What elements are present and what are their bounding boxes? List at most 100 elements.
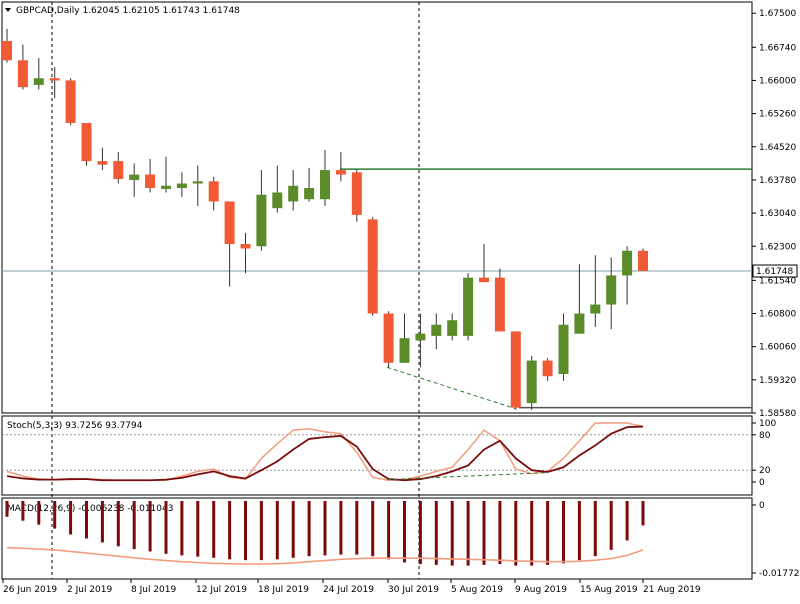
candle-body bbox=[590, 304, 601, 314]
candle-body bbox=[351, 172, 362, 215]
candle-body bbox=[574, 313, 585, 334]
x-tick-label: 21 Aug 2019 bbox=[643, 585, 701, 595]
price-panel bbox=[1, 1, 753, 414]
x-tick-label: 5 Aug 2019 bbox=[451, 585, 503, 595]
macd-title: MACD(12,26,9) -0.006238 -0.011043 bbox=[7, 504, 173, 514]
candle bbox=[304, 167, 315, 202]
candle bbox=[383, 311, 394, 368]
candle bbox=[17, 44, 28, 90]
candle-body bbox=[638, 250, 648, 271]
candle-body bbox=[65, 80, 76, 124]
x-tick-label: 2 Jul 2019 bbox=[67, 585, 112, 595]
stoch-tick-label: 80 bbox=[759, 431, 771, 441]
candle-body bbox=[256, 194, 267, 247]
candle bbox=[590, 255, 601, 327]
candle bbox=[351, 170, 362, 222]
candle bbox=[558, 313, 569, 381]
candle-body bbox=[240, 244, 251, 249]
candle-body bbox=[335, 170, 346, 175]
stoch-tick-label: 100 bbox=[759, 419, 776, 429]
candle bbox=[49, 66, 60, 99]
y-tick-label: 1.60060 bbox=[759, 343, 796, 353]
candle-body bbox=[208, 181, 219, 202]
y-tick-label: 1.66000 bbox=[759, 76, 796, 86]
x-tick-label: 26 Jun 2019 bbox=[3, 585, 57, 595]
x-tick-label: 12 Jul 2019 bbox=[196, 585, 247, 595]
y-tick-label: 1.66740 bbox=[759, 43, 796, 53]
symbol-header: GBPCAD,Daily 1.62045 1.62105 1.61743 1.6… bbox=[16, 6, 240, 16]
y-tick-label: 1.61540 bbox=[759, 276, 796, 286]
candle bbox=[288, 170, 299, 211]
candle bbox=[367, 217, 378, 316]
y-tick-label: 1.62300 bbox=[759, 242, 796, 252]
candle-body bbox=[399, 338, 410, 363]
candle-body bbox=[558, 324, 569, 375]
candle bbox=[2, 28, 12, 63]
candle-body bbox=[510, 331, 521, 408]
candle bbox=[574, 264, 585, 334]
candle bbox=[447, 313, 458, 341]
candle-body bbox=[367, 219, 378, 314]
candle-body bbox=[542, 360, 553, 377]
candle bbox=[208, 176, 219, 211]
x-tick-label: 30 Jul 2019 bbox=[388, 585, 439, 595]
candle bbox=[97, 147, 108, 171]
candle bbox=[176, 172, 187, 197]
y-tick-label: 1.59320 bbox=[759, 376, 796, 386]
candle-body bbox=[17, 60, 28, 88]
candle-body bbox=[113, 161, 124, 180]
candle-body bbox=[622, 250, 633, 276]
y-tick-label: 1.65260 bbox=[759, 110, 796, 120]
stoch-divergence-line bbox=[386, 472, 549, 481]
candle-body bbox=[49, 78, 60, 81]
candle bbox=[256, 170, 267, 251]
candle-body bbox=[145, 174, 156, 189]
candle bbox=[113, 152, 124, 184]
candle bbox=[129, 163, 140, 197]
candle-body bbox=[288, 185, 299, 202]
candle bbox=[526, 356, 537, 410]
candle-body bbox=[33, 78, 44, 85]
candle bbox=[542, 358, 553, 381]
candle bbox=[479, 244, 489, 283]
candle bbox=[463, 273, 474, 341]
candle bbox=[510, 331, 521, 410]
candle-body bbox=[192, 181, 203, 184]
macd-tick-label: -0.017723 bbox=[759, 569, 800, 579]
candle-body bbox=[272, 192, 283, 209]
candle bbox=[224, 201, 235, 287]
dropdown-triangle-icon[interactable] bbox=[5, 8, 11, 12]
x-tick-label: 15 Aug 2019 bbox=[580, 585, 638, 595]
candle-body bbox=[304, 188, 315, 200]
x-tick-label: 18 Jul 2019 bbox=[258, 585, 309, 595]
candle-body bbox=[494, 277, 505, 332]
macd-tick-label: 0 bbox=[759, 501, 765, 511]
macd-signal-line bbox=[6, 546, 644, 565]
x-tick-label: 8 Jul 2019 bbox=[131, 585, 176, 595]
candle-body bbox=[606, 275, 617, 305]
y-tick-label: 1.63040 bbox=[759, 209, 796, 219]
candle bbox=[431, 313, 442, 350]
candle bbox=[161, 156, 171, 193]
candle bbox=[622, 246, 633, 305]
candle bbox=[320, 149, 330, 206]
current-price-box bbox=[752, 264, 798, 278]
candle-body bbox=[447, 320, 458, 336]
stochastic-panel bbox=[1, 415, 753, 496]
candle-body bbox=[176, 183, 187, 189]
candle bbox=[638, 248, 648, 271]
candle-body bbox=[2, 40, 12, 61]
candle bbox=[494, 268, 505, 332]
stoch-tick-label: 20 bbox=[759, 466, 771, 476]
candle bbox=[192, 165, 203, 206]
candle bbox=[272, 165, 283, 213]
candle bbox=[145, 158, 156, 193]
candle-body bbox=[415, 333, 426, 341]
candle-body bbox=[320, 170, 330, 200]
candle bbox=[33, 58, 44, 90]
candle bbox=[335, 152, 346, 182]
candle bbox=[606, 257, 617, 330]
candle bbox=[65, 78, 76, 126]
